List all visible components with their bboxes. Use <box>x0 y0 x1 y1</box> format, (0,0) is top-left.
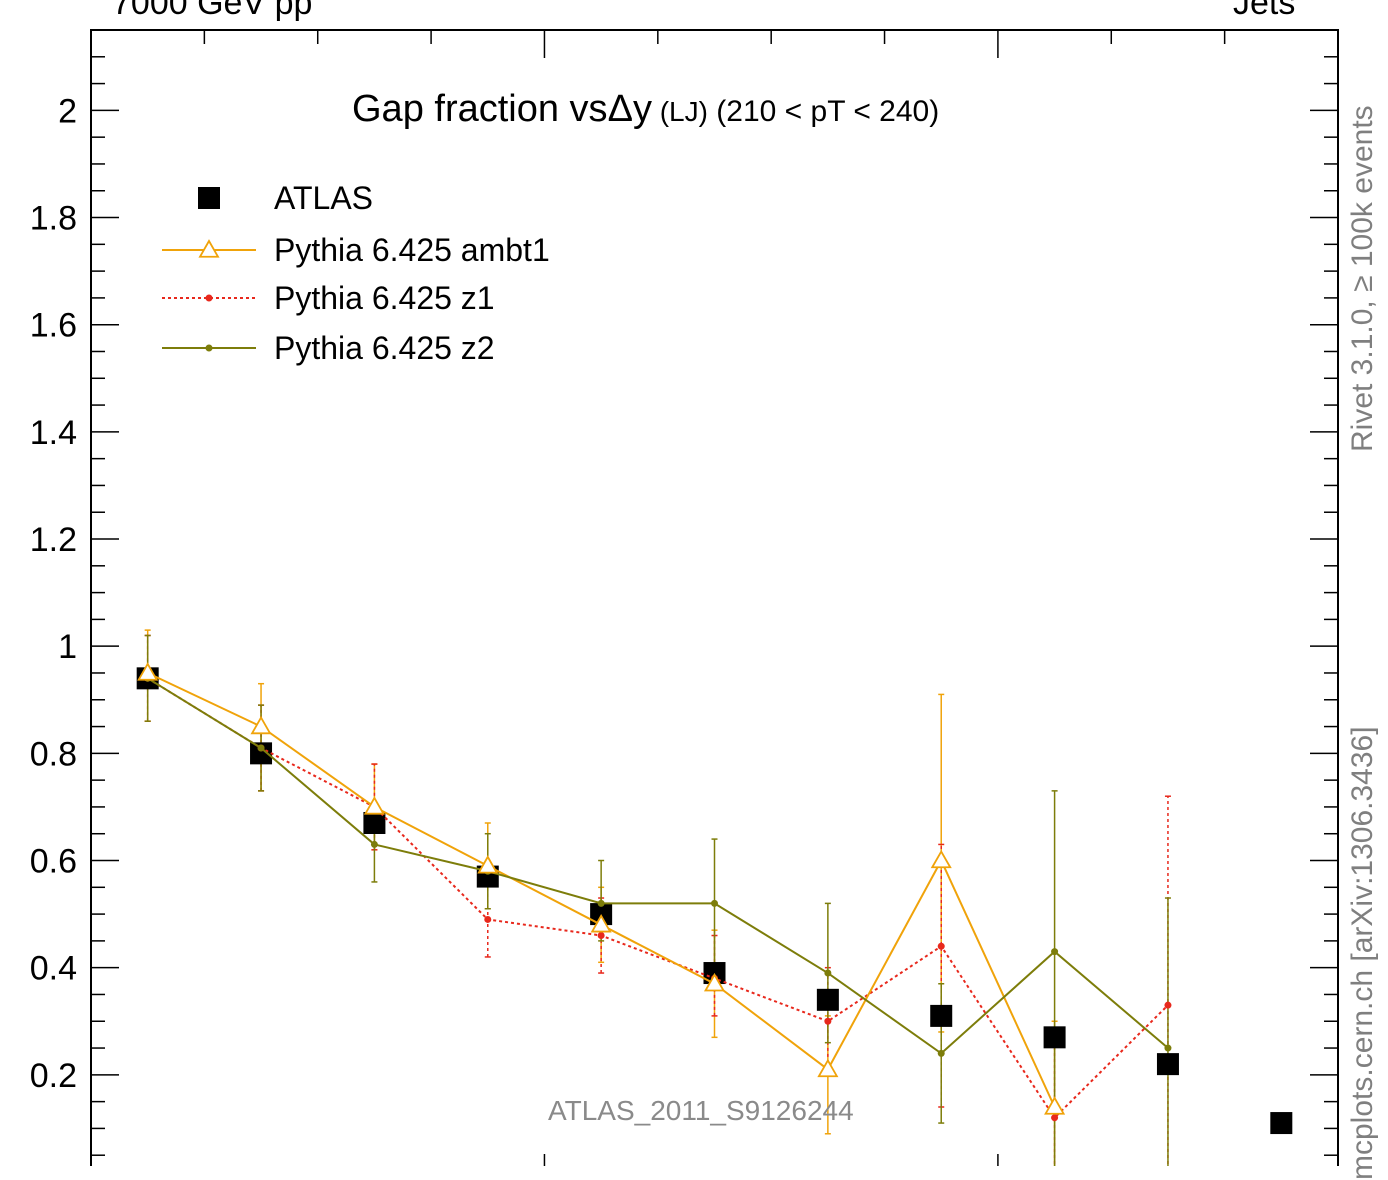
plot-frame <box>90 29 1339 1166</box>
header-right: Jets <box>1233 0 1296 22</box>
y-tick-label: 0.8 <box>30 735 77 773</box>
y-tick-label: 2 <box>58 92 77 130</box>
y-tick-label: 1.4 <box>30 414 77 452</box>
legend-label: Pythia 6.425 z2 <box>274 330 495 366</box>
legend-marker-dot <box>205 344 213 352</box>
z2-point <box>1164 1044 1172 1052</box>
z2-point <box>597 899 605 907</box>
z1-point <box>937 942 945 950</box>
y-tick-label: 0.4 <box>30 950 77 988</box>
z2-line <box>147 677 1169 1055</box>
legend-marker-dot <box>205 294 213 302</box>
chart-title-main: Gap fraction vs <box>352 88 608 130</box>
atlas-data-point <box>1043 1026 1066 1049</box>
z2-point <box>711 899 718 907</box>
y-tick-label: 1.8 <box>30 200 77 238</box>
ambt1-point <box>137 662 159 681</box>
side-label-top: Rivet 3.1.0, ≥ 100k events <box>1346 105 1379 452</box>
y-tick-label: 1 <box>58 628 77 666</box>
atlas-data-point <box>816 988 839 1011</box>
y-tick-label: 0.2 <box>30 1057 77 1095</box>
legend-label: Pythia 6.425 ambt1 <box>274 232 550 268</box>
ambt1-point <box>703 972 726 992</box>
z2-point <box>257 744 265 752</box>
z2-point <box>370 840 378 848</box>
ambt1-point <box>817 1058 839 1078</box>
chart-title: Gap fraction vsΔy (LJ) (210 < pT < 240) <box>352 88 939 131</box>
ambt1-point <box>590 913 612 933</box>
z1-line <box>147 677 1169 1120</box>
z1-point <box>824 1017 832 1025</box>
atlas-data-point <box>250 742 273 765</box>
z1-point <box>1164 1001 1172 1009</box>
ambt1-point <box>363 796 385 815</box>
atlas-data-point <box>1156 1053 1179 1076</box>
y-tick-label: 0.6 <box>30 843 77 881</box>
chart-title-range: (210 < pT < 240) <box>707 95 940 128</box>
z1-point <box>597 932 605 940</box>
z1-point <box>484 915 492 923</box>
z2-point <box>824 969 832 977</box>
legend-marker-triangle <box>198 239 220 258</box>
z1-point <box>1051 1114 1059 1122</box>
legend-marker-atlas <box>198 187 220 209</box>
ambt1-point <box>250 715 272 735</box>
header-left: 7000 GeV pp <box>112 0 313 22</box>
side-label-bottom: mcplots.cern.ch [arXiv:1306.3436] <box>1346 726 1379 1180</box>
y-tick-label: 1.6 <box>30 307 77 345</box>
y-tick-label: 1.2 <box>30 521 77 559</box>
z2-point <box>937 1049 945 1057</box>
chart-title-symbol: Δy <box>607 88 652 130</box>
legend-label: ATLAS <box>274 180 373 216</box>
legend: ATLAS Pythia 6.425 ambt1 Pythia 6.425 z1 Py… <box>162 180 550 366</box>
ambt1-point <box>1044 1096 1066 1115</box>
chart-title-sub: (LJ) <box>651 96 708 127</box>
atlas-data-point <box>930 1004 953 1027</box>
legend-label: Pythia 6.425 z1 <box>274 280 495 316</box>
atlas-data-point <box>1270 1112 1293 1135</box>
ambt1-point <box>930 849 952 869</box>
watermark: ATLAS_2011_S9126244 <box>548 1095 854 1126</box>
ambt1-point <box>477 855 499 874</box>
atlas-data-point <box>363 812 386 835</box>
z2-point <box>1051 948 1059 956</box>
